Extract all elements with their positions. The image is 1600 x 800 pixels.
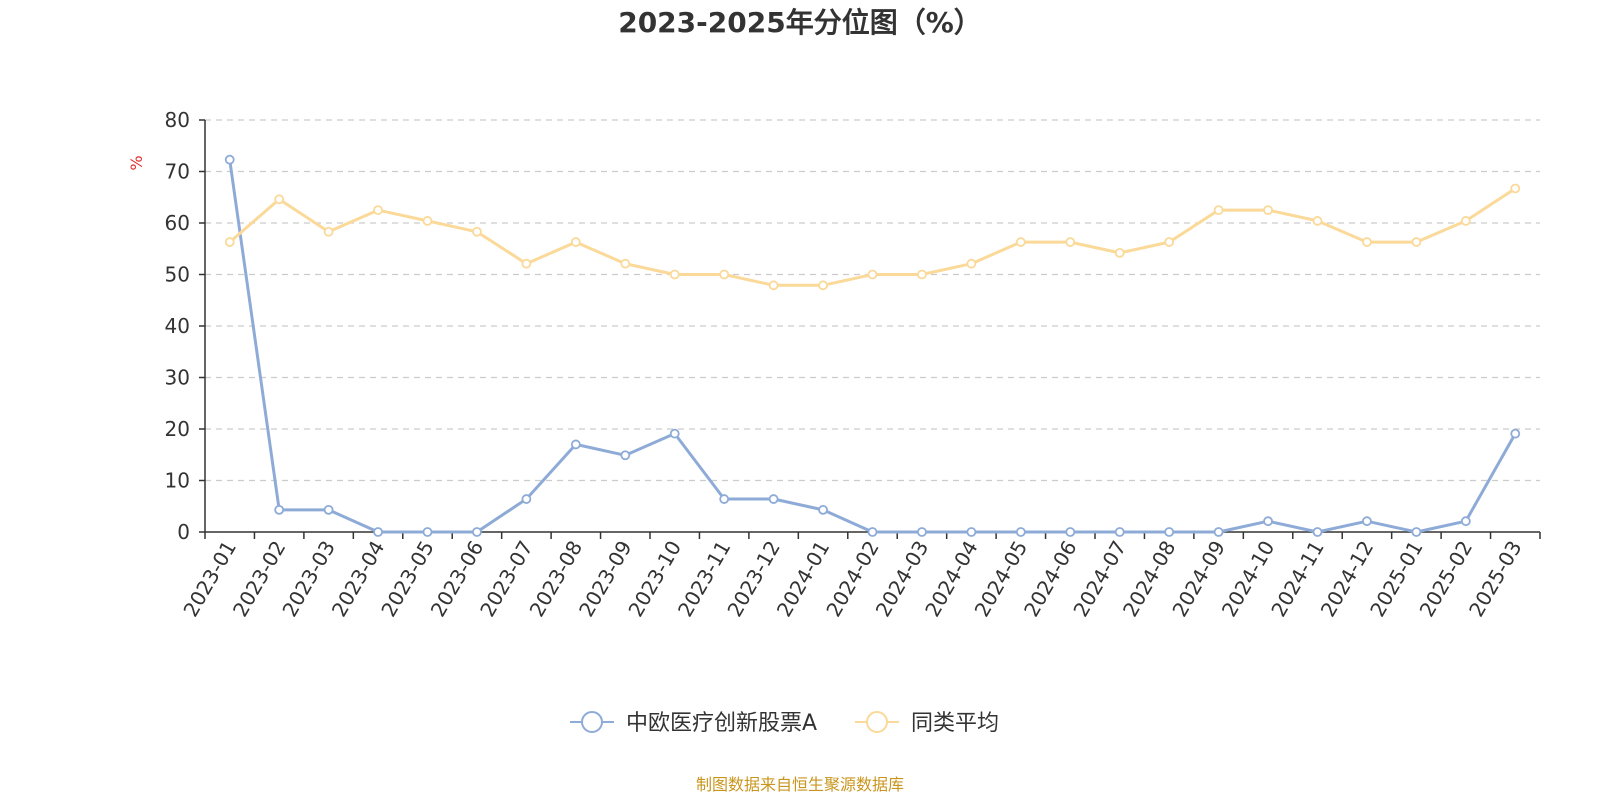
series-2-point [917,269,927,280]
series-1-point [1510,428,1521,439]
series-1-point [1362,516,1372,527]
y-tick-label: 30 [165,366,190,390]
series-2-point [1114,247,1125,258]
series-1-point [323,504,334,515]
series-2-point [1213,205,1224,216]
series-1-point [1263,516,1273,527]
series-1-point [1460,516,1471,527]
y-tick-label: 50 [165,263,190,287]
series-1-point [1411,527,1422,537]
y-tick-label: 70 [165,160,190,184]
series-2-point [719,269,730,280]
series-2-point [1362,237,1372,247]
series-1-point [1213,527,1224,537]
series-2-point [521,258,532,269]
series-2-point [373,205,383,216]
series-2-point [1411,237,1422,247]
series-2-point [323,226,334,237]
series-1-point [224,154,235,165]
series-1-point [917,527,927,537]
series-2-point [422,216,433,226]
axes: 010203040506070802023-012023-022023-0320… [165,108,1541,621]
series-2-point [472,226,482,237]
series-layer [224,154,1521,537]
series-1-point [422,527,433,537]
series-1-point [768,494,779,504]
series-1-point [620,450,631,461]
chart-title: 2023-2025年分位图（%） [618,6,982,39]
series-1-point [867,527,878,537]
series-1-point [719,494,730,504]
series-1-point [1065,527,1076,537]
series-line-1 [228,159,1517,534]
series-1-point [472,527,482,537]
series-1-point [1015,527,1026,537]
series-1-point [521,494,532,504]
y-tick-label: 60 [165,211,190,235]
y-tick-label: 0 [177,520,190,544]
data-source-note: 制图数据来自恒生聚源数据库 [696,775,904,794]
y-tick-label: 40 [165,314,190,338]
series-1-point [818,504,828,515]
series-2-point [1065,237,1076,247]
series-2-point [274,194,285,205]
series-1-point [669,428,680,439]
series-2-point [818,280,828,291]
series-1-point [966,527,977,537]
grid-lines [205,119,1540,482]
series-2-point [570,237,581,247]
series-2-point [1263,205,1273,216]
series-2-point [1510,183,1521,194]
series-2-point [224,237,235,247]
series-2-point [1460,216,1471,226]
series-2-point [1312,216,1323,226]
series-1-point [373,527,383,537]
series-1-point [1114,527,1125,537]
series-1-point [274,504,285,515]
y-axis-unit: % [127,155,146,170]
legend-label: 同类平均 [911,711,999,736]
legend-symbol-marker [581,711,603,733]
y-tick-label: 10 [165,469,190,493]
y-tick-label: 20 [165,417,190,441]
series-2-point [620,258,631,269]
series-1-point [1312,527,1323,537]
legend-symbol-marker [866,711,888,733]
series-2-point [768,280,779,291]
legend-label: 中欧医疗创新股票A [626,711,817,736]
series-2-point [1015,237,1026,247]
series-2-point [1164,237,1175,247]
series-1-point [570,439,581,450]
series-2-point [966,258,977,269]
series-2-point [669,269,680,280]
legend: 中欧医疗创新股票A 同类平均 [570,711,999,736]
y-tick-label: 80 [165,108,190,132]
series-2-point [867,269,878,280]
series-1-point [1164,527,1175,537]
